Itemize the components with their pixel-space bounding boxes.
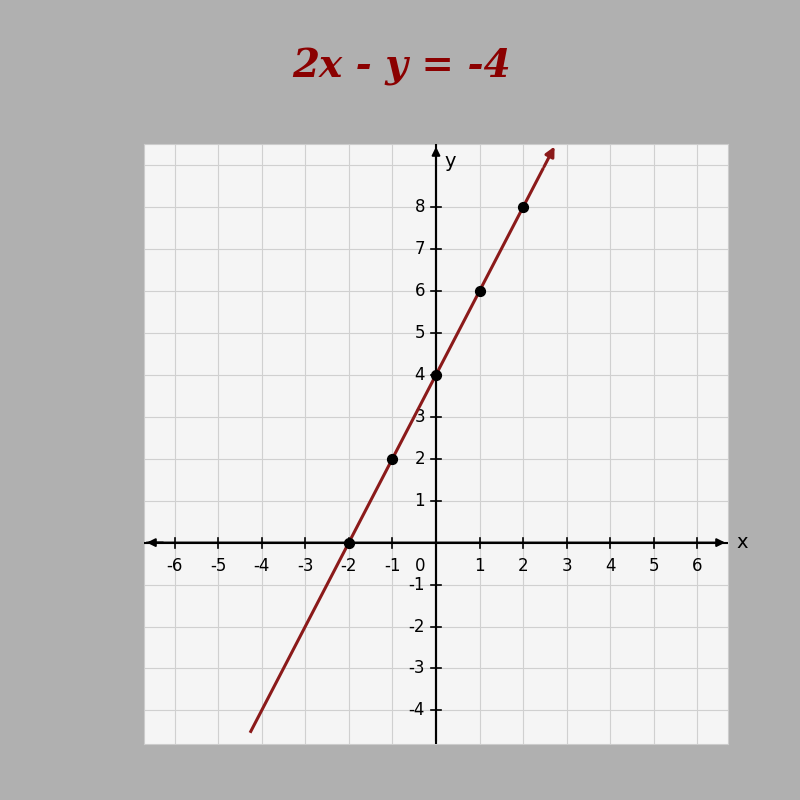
Text: -4: -4 [254, 558, 270, 575]
Text: -5: -5 [210, 558, 226, 575]
Text: -1: -1 [384, 558, 401, 575]
Text: -3: -3 [297, 558, 314, 575]
Text: 0: 0 [414, 558, 425, 575]
Text: 1: 1 [474, 558, 485, 575]
Text: 5: 5 [414, 324, 425, 342]
Text: 2: 2 [414, 450, 425, 468]
Point [473, 285, 486, 298]
Text: -2: -2 [409, 618, 425, 635]
Text: 7: 7 [414, 240, 425, 258]
Text: -2: -2 [341, 558, 357, 575]
Text: 4: 4 [414, 366, 425, 384]
Text: -6: -6 [166, 558, 182, 575]
Text: -3: -3 [409, 659, 425, 678]
Text: 3: 3 [414, 408, 425, 426]
Point [342, 536, 355, 549]
Point [386, 452, 399, 465]
Text: -4: -4 [409, 702, 425, 719]
Point [517, 201, 530, 214]
Text: 2: 2 [518, 558, 529, 575]
Text: 8: 8 [414, 198, 425, 216]
Text: 6: 6 [414, 282, 425, 300]
Text: 2x - y = -4: 2x - y = -4 [293, 48, 511, 86]
Text: y: y [445, 152, 456, 171]
Text: 1: 1 [414, 492, 425, 510]
Point [430, 368, 442, 381]
Text: 4: 4 [605, 558, 615, 575]
Text: -1: -1 [409, 575, 425, 594]
Text: x: x [737, 533, 748, 552]
Text: 6: 6 [692, 558, 702, 575]
Text: 5: 5 [649, 558, 659, 575]
Text: 3: 3 [562, 558, 572, 575]
